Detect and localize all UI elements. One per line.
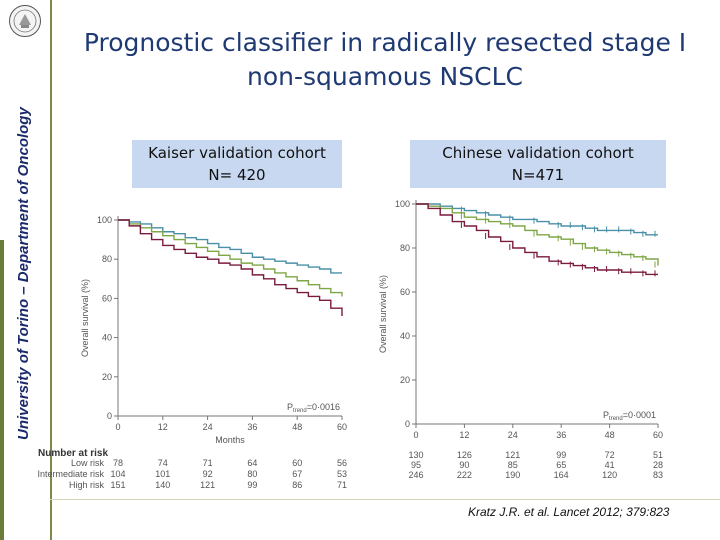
risk-value: 51: [653, 450, 663, 460]
y-tick-label: 80: [102, 254, 112, 264]
x-axis-label: Months: [215, 435, 245, 445]
risk-value: 64: [247, 458, 257, 468]
chinese-survival-chart: 0 20 40 60 80 100 0 12 24 36 48 60 Overall survival …: [378, 199, 663, 480]
risk-value: 246: [408, 470, 423, 480]
survival-curve-high: [416, 203, 658, 276]
risk-value: 86: [292, 480, 302, 490]
risk-value: 99: [556, 450, 566, 460]
risk-value: 120: [602, 470, 617, 480]
x-tick-label: 60: [653, 430, 663, 440]
x-tick-label: 48: [292, 422, 302, 432]
risk-value: 190: [505, 470, 520, 480]
risk-table-header: Number at risk: [38, 448, 108, 459]
risk-value: 92: [203, 469, 213, 479]
x-tick-label: 36: [556, 430, 566, 440]
p-value-label: Ptrend=0·0001: [603, 410, 656, 422]
kaiser-cohort-name: Kaiser validation cohort: [148, 144, 326, 162]
risk-value: 71: [337, 480, 347, 490]
citation: Kratz J.R. et al. Lancet 2012; 379:823: [468, 505, 670, 519]
y-tick-label: 0: [405, 419, 410, 429]
y-tick-label: 80: [400, 243, 410, 253]
x-tick-label: 36: [247, 422, 257, 432]
survival-curve-intermediate: [118, 219, 343, 297]
p-value-label: Ptrend=0·0016: [287, 402, 340, 414]
risk-value: 56: [337, 458, 347, 468]
y-tick-label: 60: [400, 287, 410, 297]
risk-value: 104: [110, 469, 125, 479]
side-bar: University of Torino – Department of Onc…: [0, 0, 52, 540]
sidebar-stripe: [0, 240, 4, 540]
survival-curve-intermediate: [416, 203, 659, 266]
survival-curve-low: [118, 219, 342, 274]
chinese-cohort-n: N=471: [511, 166, 565, 184]
risk-value: 28: [653, 460, 663, 470]
risk-value: 74: [158, 458, 168, 468]
risk-row-label: Intermediate risk: [37, 469, 104, 479]
risk-value: 222: [457, 470, 472, 480]
survival-curve-low: [416, 203, 658, 236]
risk-row-label: High risk: [69, 480, 105, 490]
slide-title: Prognostic classifier in radically resec…: [50, 26, 720, 94]
risk-value: 95: [411, 460, 421, 470]
chinese-cohort-name: Chinese validation cohort: [442, 144, 634, 162]
plot-area: [416, 204, 658, 424]
risk-value: 90: [459, 460, 469, 470]
risk-value: 121: [505, 450, 520, 460]
risk-value: 53: [337, 469, 347, 479]
x-tick-label: 48: [605, 430, 615, 440]
risk-value: 67: [292, 469, 302, 479]
x-tick-label: 60: [337, 422, 347, 432]
x-tick-label: 24: [203, 422, 213, 432]
x-tick-label: 12: [158, 422, 168, 432]
footer-divider: [50, 499, 720, 500]
risk-value: 72: [605, 450, 615, 460]
kaiser-cohort-n: N= 420: [208, 166, 266, 184]
survival-curve-high: [118, 219, 343, 317]
risk-value: 80: [247, 469, 257, 479]
y-tick-label: 100: [395, 199, 410, 209]
y-tick-label: 20: [400, 375, 410, 385]
chinese-cohort-label: Chinese validation cohort N=471: [410, 140, 666, 188]
y-tick-label: 0: [107, 411, 112, 421]
y-axis-label: Overall survival (%): [80, 279, 90, 357]
plot-area: [118, 220, 342, 416]
kaiser-cohort-label: Kaiser validation cohort N= 420: [132, 140, 342, 188]
y-tick-label: 60: [102, 293, 112, 303]
risk-value: 164: [554, 470, 569, 480]
risk-value: 60: [292, 458, 302, 468]
y-tick-label: 40: [102, 333, 112, 343]
risk-value: 151: [110, 480, 125, 490]
x-tick-label: 12: [459, 430, 469, 440]
y-tick-label: 20: [102, 372, 112, 382]
slide-title-line-1: Prognostic classifier in radically resec…: [83, 28, 687, 57]
x-tick-label: 24: [508, 430, 518, 440]
university-seal-icon: [9, 5, 41, 37]
risk-value: 41: [605, 460, 615, 470]
risk-value: 101: [155, 469, 170, 479]
kaiser-survival-chart: 0 20 40 60 80 100 0 12 24 36 48 60 Overall survival …: [37, 215, 347, 490]
risk-value: 99: [247, 480, 257, 490]
y-tick-label: 40: [400, 331, 410, 341]
x-tick-label: 0: [413, 430, 418, 440]
risk-value: 71: [203, 458, 213, 468]
risk-value: 85: [508, 460, 518, 470]
risk-value: 126: [457, 450, 472, 460]
risk-value: 130: [408, 450, 423, 460]
y-tick-label: 100: [97, 215, 112, 225]
risk-row-label: Low risk: [71, 458, 105, 468]
x-tick-label: 0: [115, 422, 120, 432]
risk-value: 78: [113, 458, 123, 468]
slide-title-line-2: non-squamous NSCLC: [247, 62, 523, 91]
y-axis-label: Overall survival (%): [378, 275, 388, 353]
risk-value: 140: [155, 480, 170, 490]
risk-value: 83: [653, 470, 663, 480]
risk-value: 121: [200, 480, 215, 490]
risk-value: 65: [556, 460, 566, 470]
